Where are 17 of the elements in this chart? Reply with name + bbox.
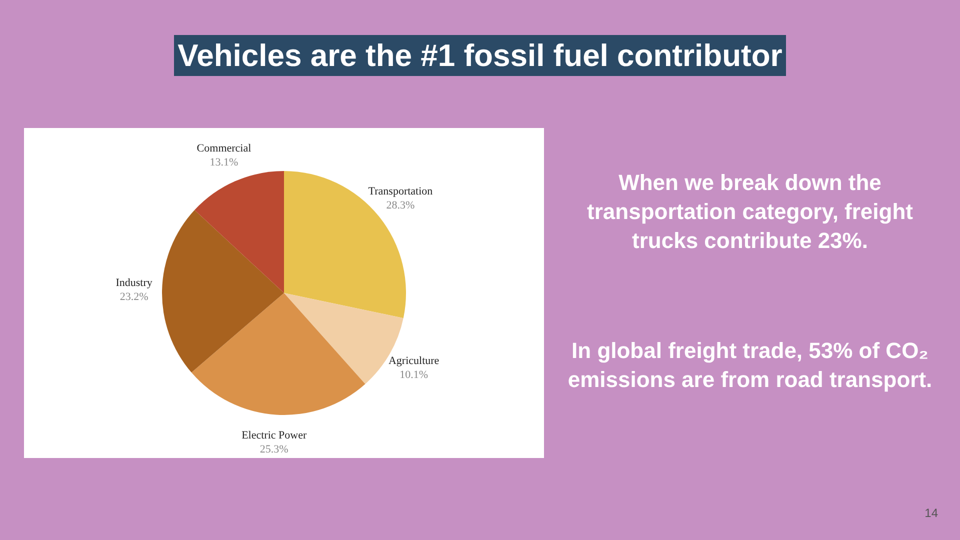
pie-slice bbox=[194, 171, 284, 293]
chart-title: Vehicles are the #1 fossil fuel contributor bbox=[174, 35, 786, 76]
data-label: 10.1% bbox=[400, 369, 428, 382]
slice-label: Electric Power bbox=[242, 430, 307, 442]
slice-label: Commercial bbox=[196, 142, 252, 155]
text: In global freight trade, 53% of CO₂ emissions are from road transport. bbox=[566, 337, 934, 394]
pie-slice bbox=[191, 293, 366, 415]
slice-label: Transportation bbox=[368, 185, 434, 198]
data-label: 25.3% bbox=[260, 444, 288, 456]
data-label: 13.1% bbox=[210, 156, 238, 169]
slice-label: Agriculture bbox=[388, 355, 440, 368]
pie-slice bbox=[162, 210, 284, 373]
slice-label: Industry bbox=[116, 277, 153, 290]
data-label: 28.3% bbox=[386, 199, 415, 212]
text: 14 bbox=[924, 506, 938, 520]
text: When we break down the transportation category, freight trucks contribute 23%. bbox=[586, 169, 914, 255]
data-label: 23.2% bbox=[120, 291, 148, 304]
